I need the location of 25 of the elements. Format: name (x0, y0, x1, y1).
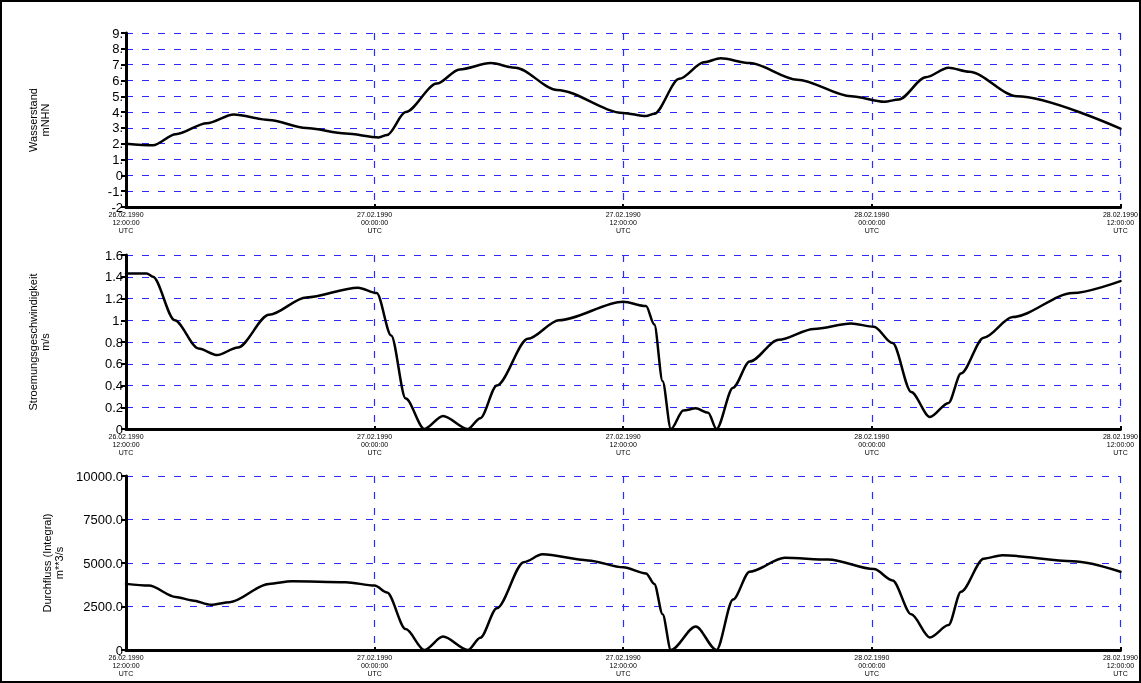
y-axis-title: Durchfluss (Integral) m**3/s (41, 513, 66, 613)
y-tick-label: 6. (112, 72, 123, 88)
y-tick-label: 10000.0 (76, 468, 123, 484)
y-tick-label: 3. (112, 120, 123, 136)
y-tick-label: 5. (112, 88, 123, 104)
y-tick-label: 9. (112, 25, 123, 41)
y-tick-label: 0.8 (104, 334, 123, 350)
y-tick-label: 1.2 (104, 291, 123, 306)
y-axis-title: Stroemungsgeschwindigkeit m/s (27, 273, 51, 411)
y-tick-label: 8. (112, 41, 123, 57)
y-tick-label: -1. (107, 183, 123, 199)
y-tick-label: 1. (112, 152, 123, 168)
y-axis-title: Wasserstand mNHN (27, 88, 51, 152)
y-tick-label: 5000.0 (83, 555, 123, 571)
y-tick-label: 0.6 (104, 356, 123, 372)
y-tick-label: 2500.0 (83, 599, 123, 614)
y-tick-label: 1.4 (104, 269, 123, 285)
y-tick-label: 4. (112, 104, 123, 120)
y-tick-label: 7500.0 (83, 512, 123, 527)
y-tick-label: 1. (112, 312, 123, 328)
y-tick-label: 7. (112, 57, 123, 73)
y-tick-label: 1.6 (104, 247, 123, 263)
y-tick-label: 0.4 (104, 378, 123, 393)
y-tick-label: 2. (112, 136, 123, 152)
y-tick-label: 0.2 (104, 399, 123, 415)
